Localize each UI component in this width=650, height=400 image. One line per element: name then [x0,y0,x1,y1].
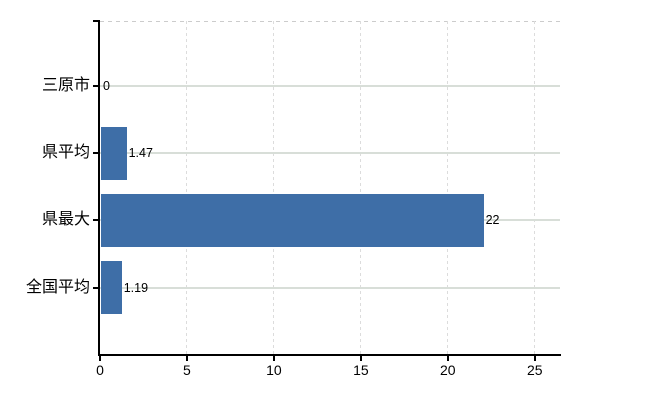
horizontal-gridline [100,152,560,155]
y-axis-end-tick [93,20,100,22]
y-axis-tick [93,152,100,155]
value-label: 0 [103,79,110,93]
x-axis-tick [185,355,188,361]
value-label: 22 [485,213,500,228]
category-label: 県平均 [41,144,90,162]
horizontal-gridline [100,85,560,87]
y-axis-tick [93,286,100,289]
horizontal-gridline [100,286,560,289]
category-label: 三原市 [41,77,90,94]
vertical-gridline [447,21,449,355]
bar [101,126,127,180]
value-label: 1.19 [123,280,149,295]
y-axis-tick [93,219,100,222]
x-axis-tick [272,355,275,361]
category-label: 県最大 [41,211,90,229]
plot-top-border [100,21,560,22]
x-tick-label: 10 [266,362,282,378]
bar [101,261,122,315]
bar [101,193,484,247]
vertical-gridline [273,21,275,355]
x-axis-tick [99,355,101,361]
x-tick-label: 20 [440,362,456,378]
x-axis-line [98,354,561,356]
x-tick-label: 5 [183,362,191,378]
category-label: 全国平均 [25,278,90,296]
y-axis-tick [93,85,100,87]
x-axis-tick [446,355,449,361]
x-tick-label: 25 [526,362,543,378]
x-axis-tick [359,355,362,361]
vertical-gridline [186,21,188,355]
value-label: 1.47 [128,146,153,161]
x-tick-label: 0 [96,362,104,378]
y-axis-line [98,20,100,356]
x-tick-label: 15 [353,362,369,378]
vertical-gridline [534,21,536,355]
x-axis-tick [533,355,536,361]
vertical-gridline [360,21,362,355]
